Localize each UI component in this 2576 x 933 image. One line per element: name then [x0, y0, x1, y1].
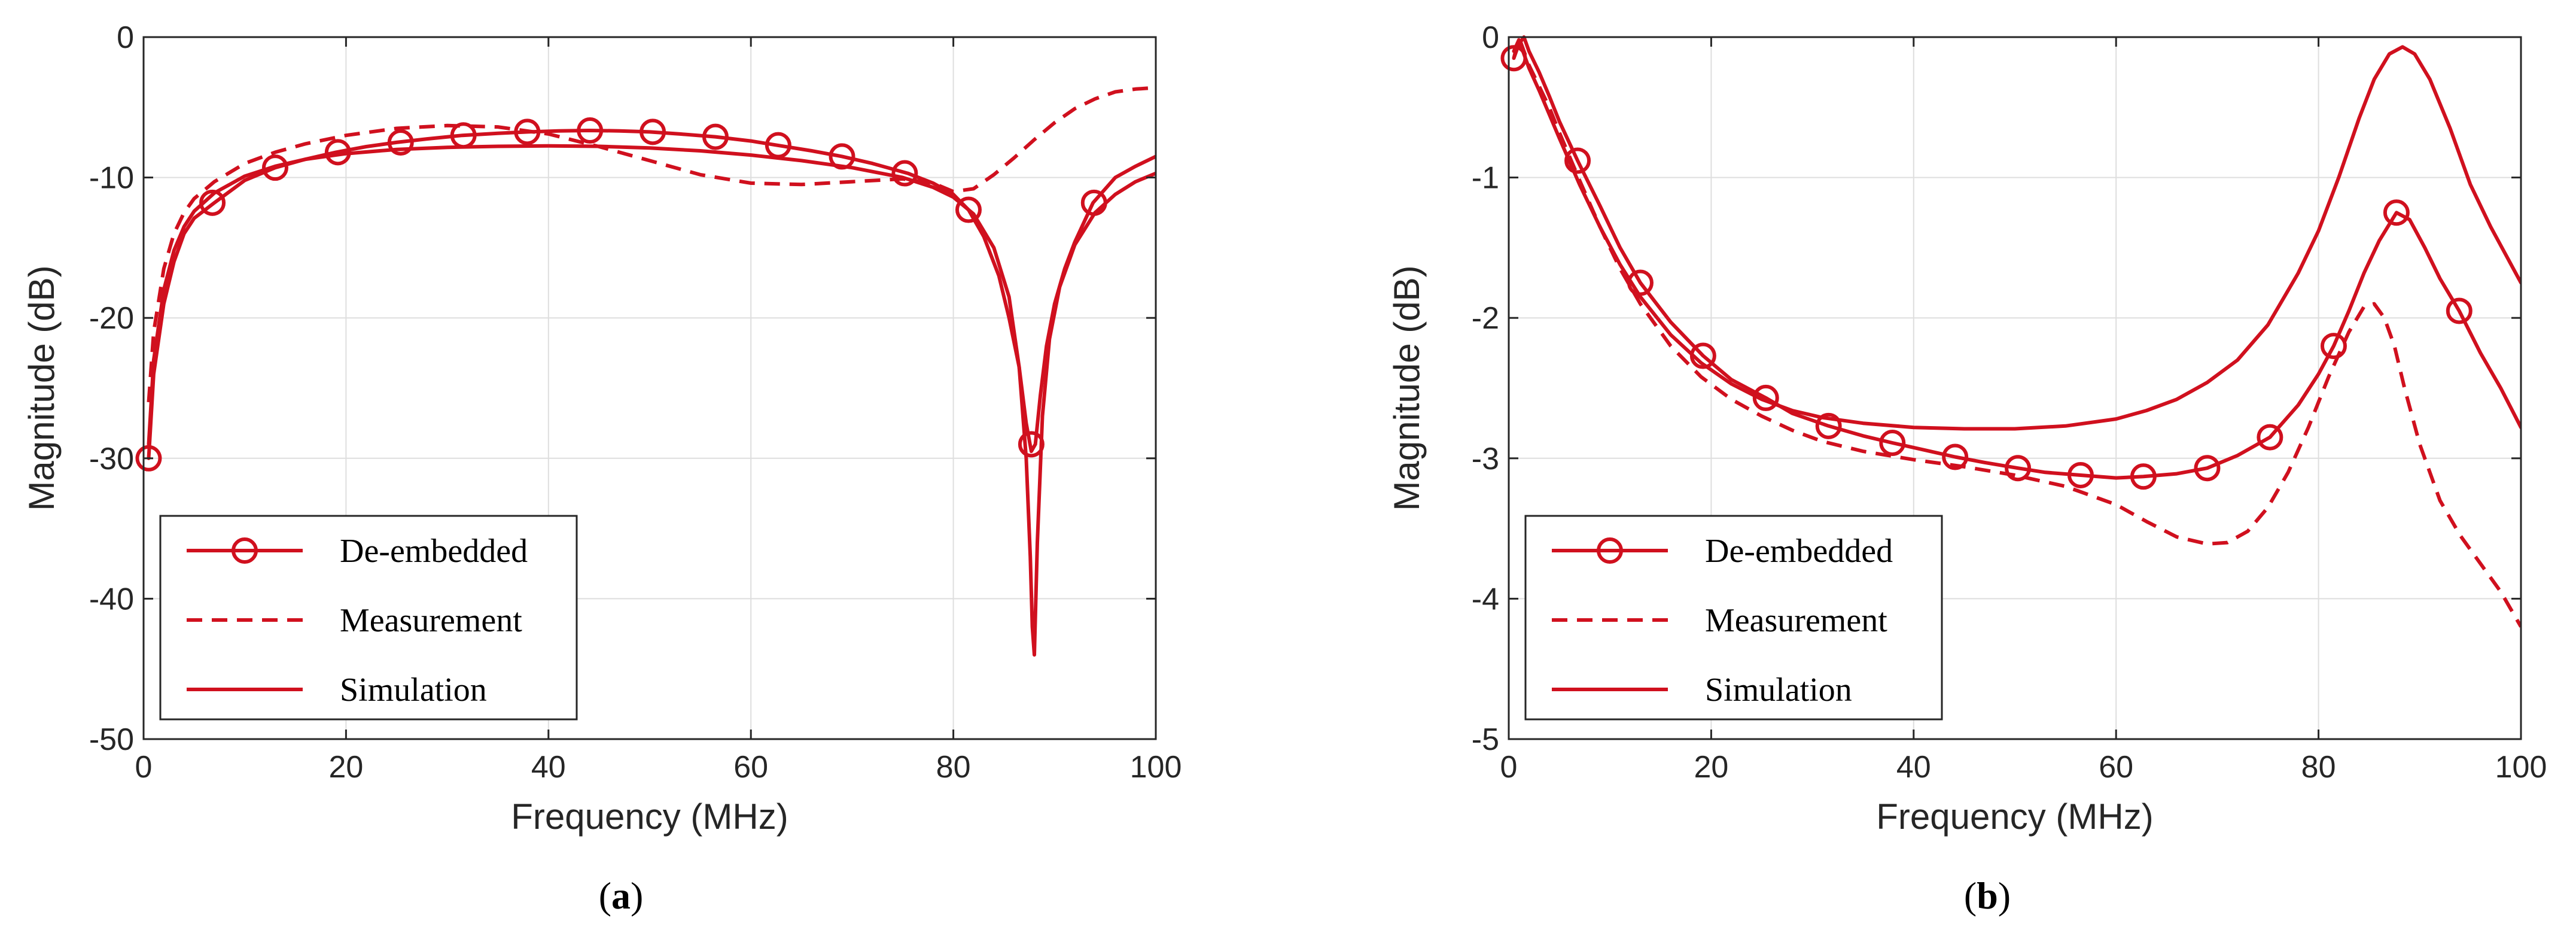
x-tick-label-a: 0: [135, 750, 153, 785]
y-ticks-b: 0 -1 -2 -3 -4 -5: [1472, 20, 2521, 757]
y-tick-label-a: -10: [89, 161, 134, 196]
plot-frame-b: [1508, 36, 2522, 740]
marker-de-embedded-b: [2005, 455, 2032, 482]
series-line-measurement-a: [147, 86, 1156, 403]
x-ticks-a: 0 20 40 60 80 100: [135, 37, 1182, 785]
x-tick-label-b: 80: [2301, 750, 2336, 785]
marker-de-embedded-b: [2130, 463, 2157, 490]
panel-label-letter-b: b: [1977, 874, 1998, 917]
marker-de-embedded-b: [1942, 443, 1969, 470]
legend-marker-a: [232, 537, 258, 564]
x-tick-label-a: 20: [328, 750, 363, 785]
y-axis-label-a: Magnitude (dB): [22, 265, 62, 510]
x-tick-label-b: 0: [1500, 750, 1518, 785]
y-tick-label-b: -3: [1472, 442, 1499, 476]
legend-label-deembedded-a: De-embedded: [340, 533, 528, 570]
panel-label-close-a: ): [631, 874, 643, 917]
y-tick-label-a: 0: [117, 20, 134, 55]
x-ticks-b: 0 20 40 60 80 100: [1500, 37, 2547, 785]
marker-de-embedded-a: [891, 160, 918, 187]
series-line-simulation-a: [147, 144, 1156, 657]
series-line-simulation-b: [1512, 38, 2521, 431]
panel-label-open-a: (: [599, 874, 611, 917]
marker-de-embedded-a: [261, 154, 288, 181]
x-tick-label-a: 80: [936, 750, 971, 785]
marker-de-embedded-b: [2320, 333, 2347, 360]
y-tick-label-a: -20: [89, 301, 134, 336]
marker-de-embedded-b: [1815, 412, 1842, 439]
y-tick-label-a: -40: [89, 582, 134, 616]
series-line-de-embedded-a: [147, 129, 1156, 460]
y-axis-label-b: Magnitude (dB): [1387, 265, 1427, 510]
marker-de-embedded-a: [135, 445, 162, 472]
x-axis-label-b: Frequency (MHz): [1876, 797, 2153, 837]
marker-de-embedded-a: [514, 118, 541, 145]
marker-de-embedded-a: [387, 129, 414, 156]
x-tick-label-a: 60: [733, 750, 768, 785]
marker-de-embedded-a: [577, 117, 604, 144]
panel-label-open-b: (: [1964, 874, 1977, 917]
y-tick-label-b: -1: [1472, 161, 1499, 196]
y-tick-label-a: -30: [89, 442, 134, 476]
legend-sample-deembedded-a: [187, 537, 303, 564]
marker-de-embedded-a: [702, 123, 729, 150]
y-tick-label-a: -50: [89, 722, 134, 757]
chart-panel-b: 0 20 40 60 80 100 0 -1 -2 -3 -4 -5 Frequency (MHz)…: [1387, 20, 2547, 917]
panel-label-letter-a: a: [611, 874, 631, 917]
marker-de-embedded-b: [1752, 384, 1779, 411]
marker-de-embedded-b: [1879, 429, 1906, 456]
y-tick-label-b: 0: [1482, 20, 1499, 55]
x-tick-label-b: 60: [2099, 750, 2133, 785]
plot-frame-a: [142, 36, 1157, 740]
legend-label-measurement-b: Measurement: [1705, 602, 1887, 639]
y-tick-label-b: -4: [1472, 582, 1499, 616]
marker-de-embedded-b: [1564, 147, 1591, 174]
chart-panel-a: 0 20 40 60 80 100 0 -10 -20 -30 -40 -50 Frequency …: [22, 20, 1182, 917]
y-tick-label-b: -5: [1472, 722, 1499, 757]
legend-label-simulation-b: Simulation: [1705, 671, 1852, 709]
panel-label-b: (b): [1964, 874, 2011, 917]
y-tick-label-b: -2: [1472, 301, 1499, 336]
marker-de-embedded-b: [2194, 455, 2221, 482]
marker-de-embedded-b: [2446, 297, 2473, 324]
marker-de-embedded-a: [640, 118, 666, 145]
marker-de-embedded-b: [2257, 424, 2283, 451]
panel-label-close-b: ): [1998, 874, 2011, 917]
panel-label-a: (a): [599, 874, 644, 917]
x-tick-label-b: 40: [1896, 750, 1931, 785]
series-b: [1500, 35, 2521, 628]
x-tick-label-a: 40: [531, 750, 566, 785]
marker-de-embedded-a: [955, 196, 982, 223]
marker-de-embedded-b: [2067, 461, 2094, 488]
x-axis-label-a: Frequency (MHz): [511, 797, 788, 837]
y-ticks-a: 0 -10 -20 -30 -40 -50: [89, 20, 1156, 757]
series-a: [135, 86, 1156, 657]
legend-label-measurement-a: Measurement: [340, 602, 522, 639]
legend-sample-deembedded-b: [1552, 537, 1668, 564]
legend-marker-b: [1597, 537, 1623, 564]
legend-b: De-embedded Measurement Simulation: [1524, 515, 1943, 721]
x-tick-label-b: 100: [2495, 750, 2547, 785]
series-line-de-embedded-b: [1512, 35, 2521, 480]
legend-label-simulation-a: Simulation: [340, 671, 487, 709]
x-tick-label-b: 20: [1694, 750, 1728, 785]
x-tick-label-a: 100: [1130, 750, 1182, 785]
legend-label-deembedded-b: De-embedded: [1705, 533, 1893, 570]
marker-de-embedded-b: [2383, 199, 2410, 226]
legend-a: De-embedded Measurement Simulation: [159, 515, 578, 721]
